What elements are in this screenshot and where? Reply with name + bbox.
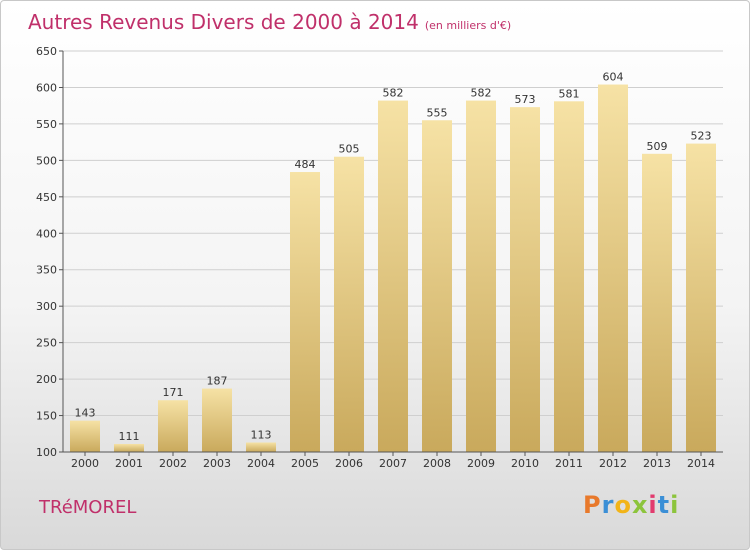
logo-letter: r [601,491,615,519]
x-tick-label: 2012 [599,457,627,470]
data-label: 143 [75,407,96,420]
axes: 100 150 200 250 300 350 400 450 500 550 600 650 2000… [36,45,723,470]
data-label: 113 [251,429,272,442]
data-label: 111 [119,430,140,443]
bar [290,172,320,452]
town-name: TRéMOREL [39,497,137,518]
x-tick-label: 2011 [555,457,583,470]
logo-letter: i [670,491,680,519]
y-tick-label: 650 [36,45,57,58]
y-tick-label: 250 [36,337,57,350]
bar [158,400,188,452]
bar [510,107,540,452]
title-unit: (en milliers d'€) [424,19,512,32]
y-tick-label: 150 [36,410,57,423]
y-tick-label: 550 [36,118,57,131]
bar [334,156,364,452]
logo-letter: o [614,491,632,519]
data-label: 573 [515,93,536,106]
bars: 143 111 171 187 113 484 505 582 555 582 573 581 604 5… [70,71,716,453]
x-tick-label: 2007 [379,457,407,470]
bar [70,420,100,452]
chart-title: Autres Revenus Divers de 2000 à 2014 (en … [28,9,511,39]
data-label: 604 [603,71,624,84]
y-tick-label: 500 [36,154,57,167]
data-label: 581 [559,87,580,100]
bar [598,84,628,453]
logo-letter: i [648,491,658,519]
x-tick-label: 2000 [71,457,99,470]
data-label: 505 [339,143,360,156]
y-tick-label: 200 [36,373,57,386]
logo-letter: x [631,491,649,519]
y-tick-label: 600 [36,81,57,94]
x-tick-label: 2002 [159,457,187,470]
x-tick-label: 2010 [511,457,539,470]
y-tick-label: 400 [36,227,57,240]
data-label: 187 [207,375,228,388]
bar [246,442,276,452]
y-tick-label: 100 [36,446,57,459]
bar [686,143,716,452]
bar [642,153,672,452]
bar [114,443,144,452]
title-text: Autres Revenus Divers de 2000 à 2014 [28,10,419,34]
bar [422,120,452,452]
x-tick-label: 2005 [291,457,319,470]
logo-letter: t [657,491,671,519]
data-label: 582 [471,87,492,100]
x-tick-label: 2013 [643,457,671,470]
bar [554,101,584,452]
x-tick-label: 2008 [423,457,451,470]
data-label: 582 [383,87,404,100]
y-tick-label: 350 [36,264,57,277]
data-label: 523 [691,130,712,143]
bar [202,388,232,452]
x-tick-label: 2009 [467,457,495,470]
y-tick-label: 300 [36,300,57,313]
x-tick-label: 2001 [115,457,143,470]
data-label: 509 [647,140,668,153]
data-label: 484 [295,158,316,171]
logo-letter: P [583,491,602,519]
bar [466,100,496,452]
x-tick-label: 2006 [335,457,363,470]
x-tick-label: 2014 [687,457,715,470]
bar [378,100,408,452]
data-label: 171 [163,386,184,399]
y-tick-label: 450 [36,191,57,204]
data-label: 555 [427,106,448,119]
x-tick-label: 2003 [203,457,231,470]
proxiti-logo: Proxiti [583,491,679,519]
x-tick-label: 2004 [247,457,275,470]
